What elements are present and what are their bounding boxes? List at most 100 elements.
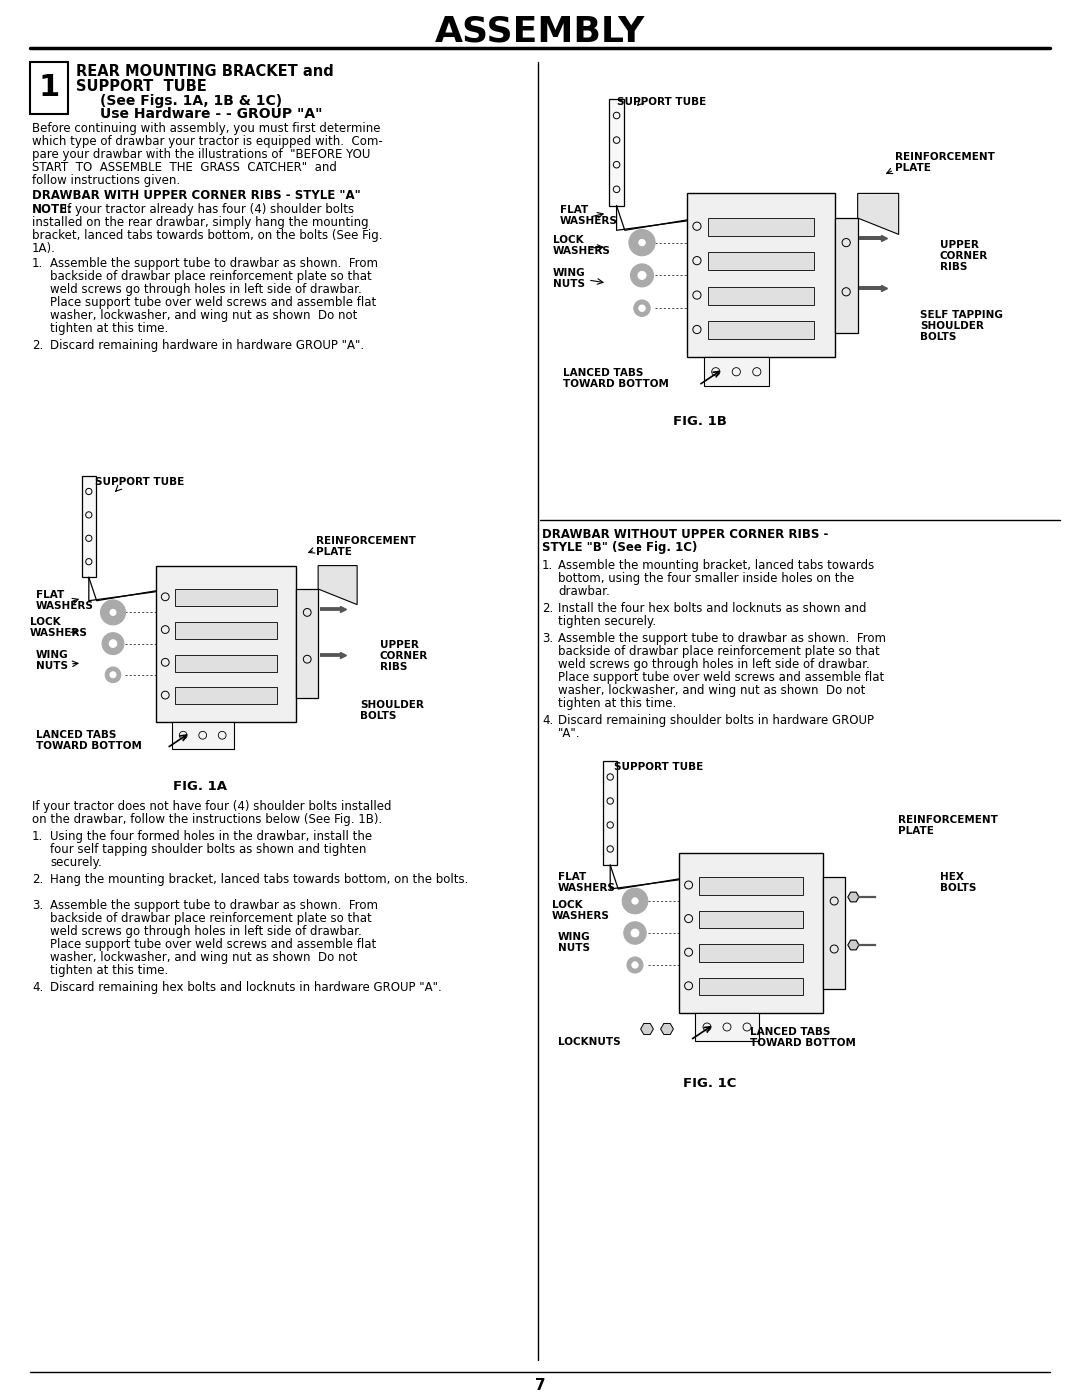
Text: DRAWBAR WITHOUT UPPER CORNER RIBS -: DRAWBAR WITHOUT UPPER CORNER RIBS - <box>542 528 828 541</box>
Bar <box>156 566 296 722</box>
Text: 7: 7 <box>535 1377 545 1393</box>
Text: installed on the rear drawbar, simply hang the mounting: installed on the rear drawbar, simply ha… <box>32 217 368 229</box>
Text: WING: WING <box>553 268 585 278</box>
Polygon shape <box>858 193 899 235</box>
Text: LOCKNUTS: LOCKNUTS <box>558 1037 621 1046</box>
Text: 2.: 2. <box>32 339 43 352</box>
Text: washer, lockwasher, and wing nut as shown  Do not: washer, lockwasher, and wing nut as show… <box>558 685 865 697</box>
Polygon shape <box>661 1024 674 1035</box>
Text: backside of drawbar place reinforcement plate so that: backside of drawbar place reinforcement … <box>50 912 372 925</box>
Text: REINFORCEMENT: REINFORCEMENT <box>316 536 416 546</box>
Text: bottom, using the four smaller inside holes on the: bottom, using the four smaller inside ho… <box>558 571 854 585</box>
Text: tighten at this time.: tighten at this time. <box>558 697 676 710</box>
Text: weld screws go through holes in left side of drawbar.: weld screws go through holes in left sid… <box>558 658 869 671</box>
Bar <box>175 622 276 638</box>
Text: Place support tube over weld screws and assemble flat: Place support tube over weld screws and … <box>558 671 885 685</box>
Circle shape <box>632 961 638 968</box>
Text: REINFORCEMENT: REINFORCEMENT <box>895 152 995 162</box>
Text: washer, lockwasher, and wing nut as shown  Do not: washer, lockwasher, and wing nut as show… <box>50 309 357 321</box>
Bar <box>175 655 276 672</box>
Text: 1: 1 <box>39 74 59 102</box>
Text: TOWARD BOTTOM: TOWARD BOTTOM <box>563 379 669 388</box>
Text: NUTS: NUTS <box>36 661 68 671</box>
Text: four self tapping shoulder bolts as shown and tighten: four self tapping shoulder bolts as show… <box>50 842 366 856</box>
Circle shape <box>100 599 125 624</box>
Bar <box>707 253 814 271</box>
Text: PLATE: PLATE <box>897 826 934 835</box>
Bar <box>699 911 804 928</box>
Text: washer, lockwasher, and wing nut as shown  Do not: washer, lockwasher, and wing nut as show… <box>50 951 357 964</box>
Bar <box>30 61 68 115</box>
Text: 4.: 4. <box>542 714 553 726</box>
Text: UPPER: UPPER <box>940 240 978 250</box>
Text: PLATE: PLATE <box>895 163 931 173</box>
Text: RIBS: RIBS <box>940 263 968 272</box>
Text: WASHERS: WASHERS <box>552 911 610 921</box>
Text: WASHERS: WASHERS <box>30 629 87 638</box>
Text: WING: WING <box>36 650 69 659</box>
Bar <box>609 99 624 205</box>
Text: Assemble the support tube to drawbar as shown.  From: Assemble the support tube to drawbar as … <box>50 900 378 912</box>
Text: tighten at this time.: tighten at this time. <box>50 321 168 335</box>
Text: "A".: "A". <box>558 726 581 740</box>
Text: TOWARD BOTTOM: TOWARD BOTTOM <box>750 1038 855 1048</box>
Bar <box>175 590 276 606</box>
Text: HEX: HEX <box>940 872 963 882</box>
Text: WASHERS: WASHERS <box>553 246 611 256</box>
Text: FIG. 1C: FIG. 1C <box>684 1077 737 1090</box>
Text: SUPPORT  TUBE: SUPPORT TUBE <box>76 80 206 94</box>
Bar <box>296 590 319 698</box>
Circle shape <box>632 898 638 904</box>
Text: SUPPORT TUBE: SUPPORT TUBE <box>615 761 703 773</box>
Text: SUPPORT TUBE: SUPPORT TUBE <box>617 96 706 108</box>
Text: FLAT: FLAT <box>36 590 64 599</box>
Text: START  TO  ASSEMBLE  THE  GRASS  CATCHER"  and: START TO ASSEMBLE THE GRASS CATCHER" and <box>32 161 337 175</box>
Circle shape <box>638 239 645 246</box>
Bar <box>175 687 276 704</box>
Text: follow instructions given.: follow instructions given. <box>32 175 180 187</box>
Text: Before continuing with assembly, you must first determine: Before continuing with assembly, you mus… <box>32 122 380 136</box>
Text: Place support tube over weld screws and assemble flat: Place support tube over weld screws and … <box>50 937 376 951</box>
Text: 3.: 3. <box>32 900 43 912</box>
Text: BOLTS: BOLTS <box>940 883 976 893</box>
Text: Discard remaining shoulder bolts in hardware GROUP: Discard remaining shoulder bolts in hard… <box>558 714 874 726</box>
Text: TOWARD BOTTOM: TOWARD BOTTOM <box>36 740 141 752</box>
Text: UPPER: UPPER <box>380 640 419 650</box>
Text: SELF TAPPING: SELF TAPPING <box>920 310 1003 320</box>
Text: backside of drawbar place reinforcement plate so that: backside of drawbar place reinforcement … <box>558 645 880 658</box>
Text: LANCED TABS: LANCED TABS <box>36 731 117 740</box>
Text: LANCED TABS: LANCED TABS <box>750 1027 831 1037</box>
Text: NOTE:: NOTE: <box>32 203 73 217</box>
Text: FIG. 1A: FIG. 1A <box>173 780 227 793</box>
Text: NUTS: NUTS <box>553 279 585 289</box>
Text: LOCK: LOCK <box>553 235 583 244</box>
Text: backside of drawbar place reinforcement plate so that: backside of drawbar place reinforcement … <box>50 270 372 284</box>
Text: 1.: 1. <box>542 559 553 571</box>
Circle shape <box>629 229 656 256</box>
Bar <box>172 722 234 749</box>
Circle shape <box>110 609 117 616</box>
Text: LOCK: LOCK <box>552 900 582 909</box>
Polygon shape <box>319 566 357 605</box>
Circle shape <box>631 264 653 286</box>
Text: on the drawbar, follow the instructions below (See Fig. 1B).: on the drawbar, follow the instructions … <box>32 813 382 826</box>
Bar <box>699 877 804 894</box>
Circle shape <box>622 888 648 914</box>
Circle shape <box>627 957 643 972</box>
Bar <box>82 476 96 577</box>
Circle shape <box>638 271 646 279</box>
Circle shape <box>103 633 124 655</box>
Text: securely.: securely. <box>50 856 102 869</box>
Text: LOCK: LOCK <box>30 617 60 627</box>
Text: REINFORCEMENT: REINFORCEMENT <box>897 814 998 826</box>
Text: (See Figs. 1A, 1B & 1C): (See Figs. 1A, 1B & 1C) <box>100 94 282 108</box>
Bar <box>603 761 618 865</box>
Polygon shape <box>848 940 859 950</box>
Bar <box>699 944 804 961</box>
Text: Assemble the support tube to drawbar as shown.  From: Assemble the support tube to drawbar as … <box>50 257 378 270</box>
Text: Assemble the support tube to drawbar as shown.  From: Assemble the support tube to drawbar as … <box>558 631 886 645</box>
Text: weld screws go through holes in left side of drawbar.: weld screws go through holes in left sid… <box>50 284 362 296</box>
Circle shape <box>638 305 645 312</box>
Text: DRAWBAR WITH UPPER CORNER RIBS - STYLE "A": DRAWBAR WITH UPPER CORNER RIBS - STYLE "… <box>32 189 361 203</box>
Text: CORNER: CORNER <box>380 651 429 661</box>
